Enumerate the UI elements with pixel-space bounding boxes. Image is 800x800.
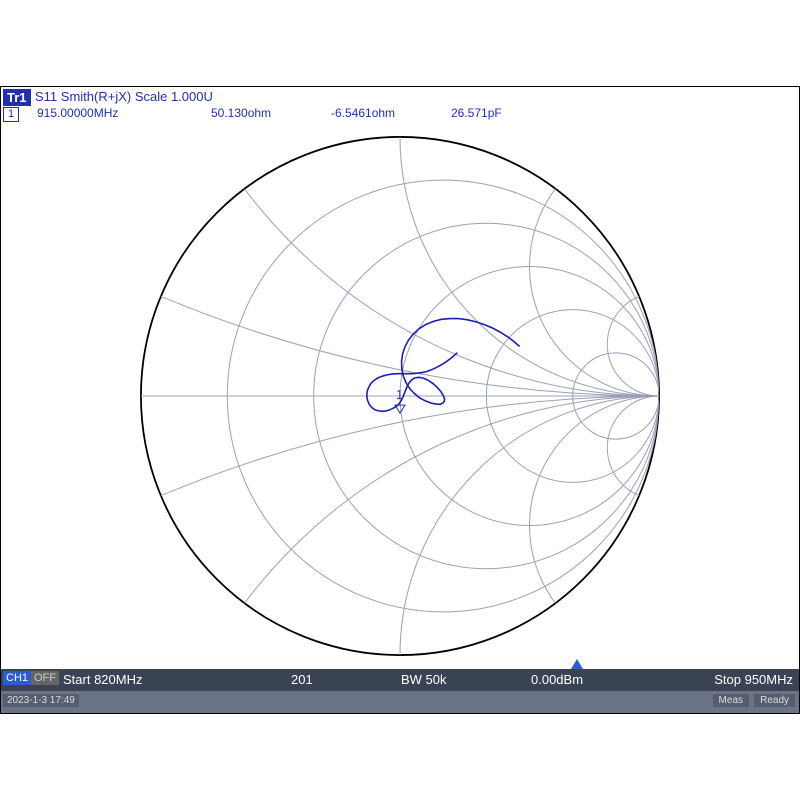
trace-label: S11 Smith(R+jX) Scale 1.000U [35, 89, 213, 104]
datetime-label: 2023-1-3 17:49 [3, 694, 79, 707]
marker-freq: 915.00000MHz [37, 106, 118, 120]
trace-header: Tr1 S11 Smith(R+jX) Scale 1.000U 1 915.0… [1, 87, 799, 123]
power-label: 0.00dBm [531, 672, 583, 687]
status-bar-2: 2023-1-3 17:49 Meas Ready [1, 691, 799, 713]
marker-c: 26.571pF [451, 106, 502, 120]
marker-badge: 1 [3, 107, 19, 122]
marker-r: 50.130ohm [211, 106, 271, 120]
vna-screen: Tr1 S11 Smith(R+jX) Scale 1.000U 1 915.0… [0, 86, 800, 714]
marker-x: -6.5461ohm [331, 106, 395, 120]
channel-badge[interactable]: CH1 [3, 671, 31, 685]
points-label: 201 [291, 672, 313, 687]
smith-chart: 1 [1, 123, 799, 669]
svg-text:1: 1 [396, 387, 403, 402]
start-freq-label: Start 820MHz [63, 672, 142, 687]
off-badge[interactable]: OFF [31, 671, 59, 685]
smith-svg: 1 [1, 123, 799, 669]
status-bar-1: CH1 OFF Start 820MHz 201 BW 50k 0.00dBm … [1, 669, 799, 691]
meas-button[interactable]: Meas [713, 694, 749, 707]
ready-button[interactable]: Ready [754, 694, 795, 707]
bw-label: BW 50k [401, 672, 447, 687]
stop-freq-label: Stop 950MHz [714, 672, 793, 687]
sweep-indicator-icon [571, 659, 583, 669]
trace-badge: Tr1 [3, 89, 31, 106]
